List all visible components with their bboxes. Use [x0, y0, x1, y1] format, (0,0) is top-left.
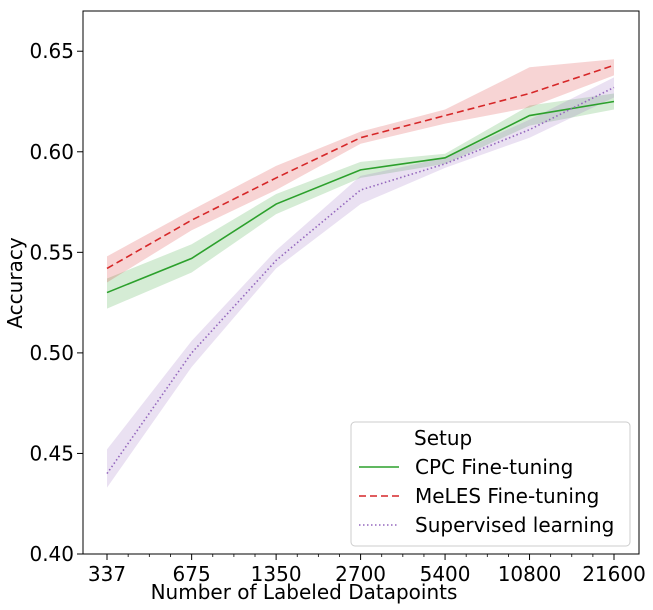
- confidence-band-1: [107, 59, 614, 283]
- legend-label-1: MeLES Fine-tuning: [415, 484, 599, 508]
- y-tick-label: 0.60: [29, 140, 74, 164]
- y-tick-label: 0.50: [29, 341, 74, 365]
- x-tick-label: 337: [88, 562, 126, 586]
- x-tick-label: 1350: [251, 562, 302, 586]
- legend-title: Setup: [414, 426, 472, 450]
- y-axis-label: Accuracy: [3, 237, 27, 328]
- confidence-band-0: [107, 93, 614, 309]
- y-tick-label: 0.55: [29, 240, 74, 264]
- y-tick-label: 0.45: [29, 441, 74, 465]
- x-axis-ticks: 337 675 1350 2700 5400 10800 21600: [88, 554, 646, 586]
- x-axis-label: Number of Labeled Datapoints: [151, 580, 458, 604]
- legend: Setup CPC Fine-tuning MeLES Fine-tuning Su…: [350, 421, 631, 547]
- legend-label-0: CPC Fine-tuning: [415, 455, 573, 479]
- y-tick-label: 0.65: [29, 39, 74, 63]
- confidence-bands: [107, 59, 614, 488]
- x-tick-label: 21600: [582, 562, 646, 586]
- x-tick-label: 2700: [335, 562, 386, 586]
- y-axis-ticks: 0.40 0.45 0.50 0.55 0.60 0.65: [29, 39, 83, 566]
- series-line-0: [106, 100, 615, 294]
- confidence-band-2: [107, 77, 614, 488]
- x-tick-label: 5400: [420, 562, 471, 586]
- legend-label-2: Supervised learning: [415, 513, 614, 537]
- series-lines: [106, 64, 615, 475]
- x-tick-label: 10800: [498, 562, 562, 586]
- y-tick-label: 0.40: [29, 542, 74, 566]
- x-tick-label: 675: [173, 562, 211, 586]
- legend-box: [350, 421, 631, 547]
